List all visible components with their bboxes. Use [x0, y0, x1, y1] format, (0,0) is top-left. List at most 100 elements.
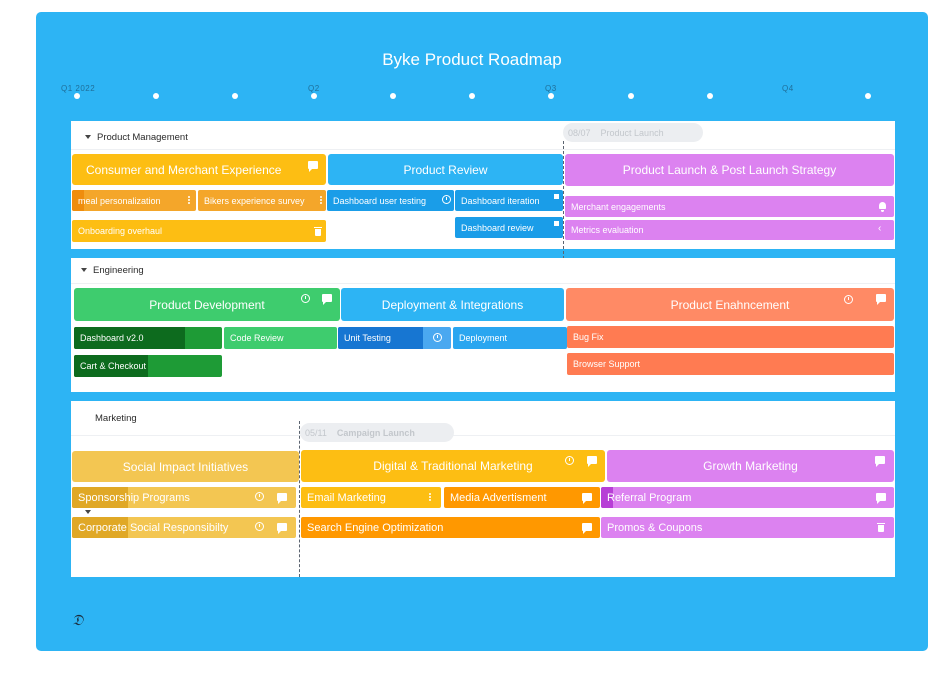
trash-icon[interactable] — [877, 523, 885, 532]
timeline-dot — [865, 93, 871, 99]
note-icon[interactable] — [554, 221, 559, 226]
epic-label: Product Launch & Post Launch Strategy — [622, 163, 837, 177]
more-icon[interactable] — [188, 199, 190, 201]
epic-digital-traditional[interactable]: Digital & Traditional Marketing — [301, 450, 605, 482]
task-sponsorship-programs[interactable]: Sponsorship Programs — [72, 487, 296, 508]
task-label: Code Review — [230, 333, 284, 343]
clock-icon[interactable] — [433, 333, 442, 342]
section-header-engineering[interactable]: Engineering — [81, 265, 144, 276]
chevron-down-icon[interactable] — [85, 135, 91, 140]
task-metrics-evaluation[interactable]: Metrics evaluation ‹ — [565, 220, 894, 240]
epic-product-enhancement[interactable]: Product Enahncement — [566, 288, 894, 321]
epic-deployment-integrations[interactable]: Deployment & Integrations — [341, 288, 564, 321]
section-header-product-management[interactable]: Product Management — [85, 132, 188, 143]
epic-product-development[interactable]: Product Development — [74, 288, 340, 321]
page-title: Byke Product Roadmap — [382, 50, 562, 69]
quarter-label-q3: Q3 — [545, 84, 557, 93]
chat-icon[interactable] — [277, 493, 287, 504]
epic-growth-marketing[interactable]: Growth Marketing — [607, 450, 894, 482]
epic-label: Product Development — [149, 297, 265, 312]
chat-icon[interactable] — [876, 294, 886, 305]
timeline-dot — [390, 93, 396, 99]
chat-icon[interactable] — [582, 523, 592, 534]
chevron-left-icon[interactable]: ‹ — [878, 223, 882, 234]
task-merchant-engagements[interactable]: Merchant engagements — [565, 196, 894, 217]
milestone-line — [299, 421, 300, 577]
clock-icon[interactable] — [301, 294, 310, 303]
epic-product-review[interactable]: Product Review — [328, 154, 563, 185]
epic-label: Growth Marketing — [703, 459, 798, 473]
task-label: Search Engine Optimization — [307, 521, 444, 534]
task-label: Corporate Social Responsibilty — [78, 521, 229, 534]
quarter-label-q1: Q1 2022 — [61, 84, 96, 93]
milestone-campaign-launch[interactable]: 05/11 Campaign Launch — [300, 423, 454, 442]
more-icon[interactable] — [320, 199, 322, 201]
epic-label: Digital & Traditional Marketing — [373, 459, 533, 473]
clock-icon[interactable] — [565, 456, 574, 465]
epic-consumer-merchant-experience[interactable]: Consumer and Merchant Experience — [72, 154, 326, 185]
timeline-dot — [74, 93, 80, 99]
task-label: Onboarding overhaul — [78, 226, 163, 236]
task-label: Browser Support — [573, 359, 641, 369]
chat-icon[interactable] — [322, 294, 332, 305]
chevron-down-icon[interactable] — [85, 510, 91, 514]
timeline-dot — [548, 93, 554, 99]
progress-fill — [74, 355, 148, 377]
timeline-dot — [707, 93, 713, 99]
task-label: Metrics evaluation — [571, 225, 644, 235]
bell-icon[interactable] — [879, 202, 886, 212]
task-code-review[interactable]: Code Review — [224, 327, 337, 349]
chevron-down-icon[interactable] — [81, 268, 87, 273]
more-icon[interactable] — [429, 496, 431, 498]
progress-fill — [72, 487, 128, 508]
chat-icon[interactable] — [277, 523, 287, 534]
timeline-dot — [628, 93, 634, 99]
task-unit-testing[interactable]: Unit Testing — [338, 327, 451, 349]
task-referral-program[interactable]: Referral Program — [601, 487, 894, 508]
epic-label: Product Enahncement — [670, 297, 790, 312]
clock-icon[interactable] — [255, 492, 264, 501]
task-onboarding-overhaul[interactable]: Onboarding overhaul — [72, 220, 326, 242]
milestone-product-launch[interactable]: 08/07 Product Launch — [563, 123, 703, 142]
task-dashboard-review[interactable]: Dashboard review — [455, 217, 563, 238]
epic-label: Product Review — [403, 162, 488, 177]
milestone-line — [563, 141, 564, 259]
task-dashboard-iteration[interactable]: Dashboard iteration — [455, 190, 563, 211]
progress-fill — [74, 327, 185, 349]
timeline-dot — [311, 93, 317, 99]
progress-fill — [601, 487, 613, 508]
task-bikers-survey[interactable]: Bikers experience survey — [198, 190, 326, 211]
task-label: Referral Program — [607, 491, 692, 504]
task-cart-checkout[interactable]: Cart & Checkout — [74, 355, 222, 377]
task-label: Bikers experience survey — [204, 195, 305, 206]
task-corporate-social-responsibility[interactable]: Corporate Social Responsibilty — [72, 517, 296, 538]
note-icon[interactable] — [554, 194, 559, 199]
chat-icon[interactable] — [875, 456, 885, 467]
task-email-marketing[interactable]: Email Marketing — [301, 487, 441, 508]
milestone-label: Product Launch — [600, 127, 664, 138]
task-label: Dashboard v2.0 — [80, 333, 144, 343]
task-browser-support[interactable]: Browser Support — [567, 353, 894, 375]
epic-social-impact[interactable]: Social Impact Initiatives — [72, 451, 299, 482]
trash-icon[interactable] — [314, 227, 322, 236]
progress-fill — [72, 190, 85, 211]
task-bug-fix[interactable]: Bug Fix — [567, 326, 894, 348]
chat-icon[interactable] — [582, 493, 592, 504]
task-dashboard-v2[interactable]: Dashboard v2.0 — [74, 327, 222, 349]
clock-icon[interactable] — [255, 522, 264, 531]
quarter-label-q2: Q2 — [308, 84, 320, 93]
task-meal-personalization[interactable]: meal personalization — [72, 190, 196, 211]
task-deployment[interactable]: Deployment — [453, 327, 567, 349]
task-dashboard-user-testing[interactable]: Dashboard user testing — [327, 190, 454, 211]
clock-icon[interactable] — [442, 195, 451, 204]
task-media-advertisment[interactable]: Media Advertisment — [444, 487, 600, 508]
chat-icon[interactable] — [587, 456, 597, 467]
task-label: Dashboard review — [461, 222, 534, 233]
task-promos-coupons[interactable]: Promos & Coupons — [601, 517, 894, 538]
chat-icon[interactable] — [308, 161, 318, 172]
task-search-engine-optimization[interactable]: Search Engine Optimization — [301, 517, 600, 538]
clock-icon[interactable] — [844, 295, 853, 304]
epic-product-launch-strategy[interactable]: Product Launch & Post Launch Strategy — [565, 154, 894, 186]
chat-icon[interactable] — [876, 493, 886, 504]
task-label: Cart & Checkout — [80, 361, 147, 371]
